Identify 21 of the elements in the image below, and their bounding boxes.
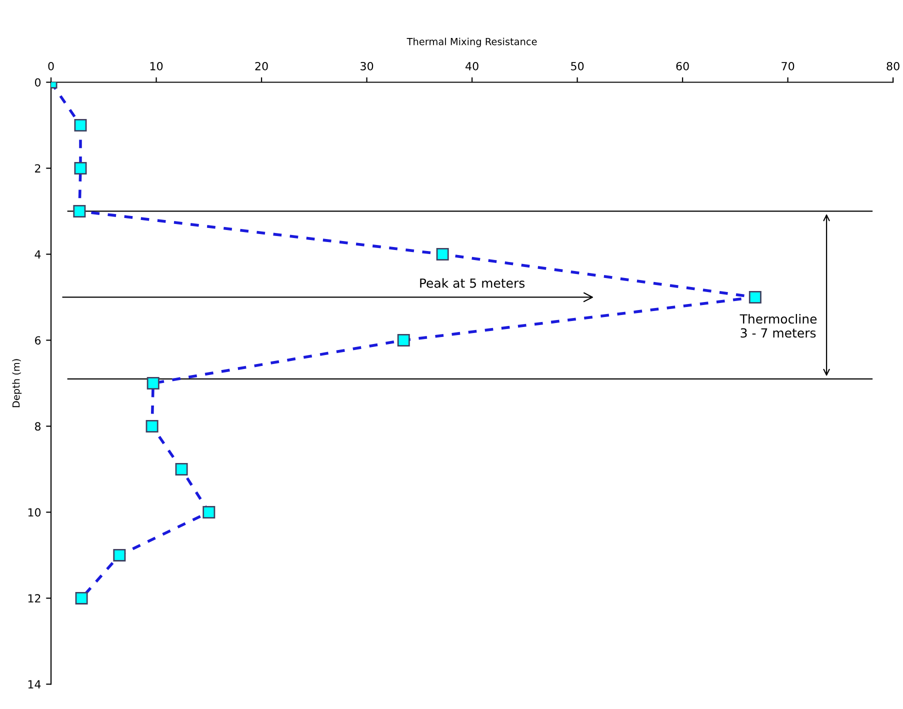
x-tick-label: 50 [571, 62, 584, 70]
y-tick-label: 2 [35, 164, 40, 172]
x-tick-label: 20 [255, 62, 268, 70]
x-tick-label: 40 [466, 62, 478, 70]
x-tick-label: 0 [48, 62, 54, 70]
x-tick-label: 70 [782, 62, 794, 70]
y-tick-label: 14 [28, 680, 41, 688]
y-tick-label: 12 [28, 594, 40, 602]
ref-line-label: Peak at 5 meters [420, 278, 525, 288]
x-tick-label: 10 [150, 62, 163, 70]
y-tick-label: 10 [28, 508, 41, 517]
x-axis-title: Thermal Mixing Resistance [406, 38, 537, 48]
y-tick-label: 4 [34, 250, 41, 258]
x-tick-label: 30 [360, 62, 374, 70]
y-tick-label: 6 [35, 336, 41, 345]
x-tick-label: 60 [676, 62, 689, 70]
y-tick-label: 0 [34, 78, 41, 87]
y-axis-title: Depth (m) [12, 359, 22, 408]
annotation: Thermocline 3 - 7 meters [740, 314, 817, 338]
x-tick-label: 80 [886, 62, 900, 70]
y-tick-label: 8 [34, 422, 41, 431]
